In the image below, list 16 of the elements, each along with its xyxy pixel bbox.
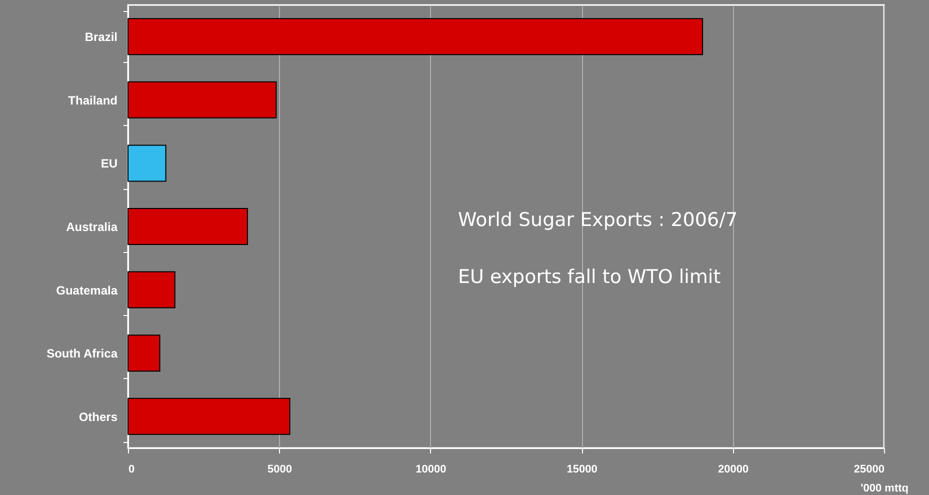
y-tick-label: Others [78,410,118,424]
x-tick-label: 15000 [566,464,598,476]
y-tick-label: Thailand [68,93,118,108]
x-tick-label: 10000 [416,464,446,476]
annotation: EU exports fall to WTO limit [458,266,721,288]
y-tick-label: Brazil [84,30,118,44]
x-axis-title: '000 mttq [860,482,908,494]
x-tick-label: 0 [128,464,135,476]
annotation: World Sugar Exports : 2006/7 [458,209,738,231]
x-tick-label: 25000 [854,464,884,476]
x-tick-label: 20000 [718,464,749,476]
x-tick-label: 5000 [267,464,292,476]
y-tick-label: Australia [66,220,118,234]
y-tick-label: South Africa [46,346,118,361]
y-tick-label: EU [100,156,118,171]
y-tick-label: Guatemala [56,283,118,298]
